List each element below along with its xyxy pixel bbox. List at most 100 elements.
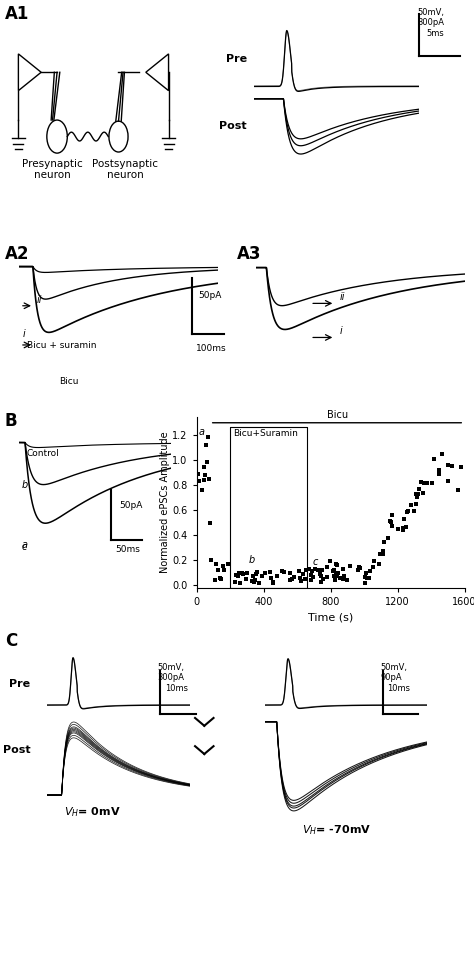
- Point: [207, 515, 214, 531]
- Point: [387, 514, 395, 530]
- Point: [356, 560, 364, 575]
- Point: [269, 574, 277, 590]
- Text: i: i: [23, 329, 26, 339]
- Text: $V_H$= 0mV: $V_H$= 0mV: [64, 806, 121, 819]
- Point: [419, 485, 427, 501]
- Point: [258, 568, 265, 584]
- Point: [388, 518, 396, 534]
- Point: [211, 572, 219, 588]
- Point: [291, 569, 298, 585]
- Point: [235, 568, 242, 584]
- Point: [216, 569, 223, 585]
- Point: [388, 507, 396, 522]
- Point: [400, 512, 408, 527]
- Point: [238, 565, 246, 581]
- Point: [249, 568, 257, 584]
- Point: [278, 564, 286, 579]
- Text: i: i: [339, 326, 342, 336]
- Point: [402, 519, 410, 535]
- Point: [317, 574, 325, 590]
- Point: [239, 566, 247, 582]
- Text: Postsynaptic
neuron: Postsynaptic neuron: [92, 159, 158, 180]
- Point: [236, 565, 243, 581]
- Point: [262, 565, 269, 581]
- Text: ii: ii: [339, 292, 345, 302]
- Text: 100ms: 100ms: [195, 344, 226, 353]
- Point: [438, 447, 446, 463]
- Point: [231, 574, 239, 590]
- Point: [201, 460, 208, 475]
- Point: [308, 563, 316, 578]
- Point: [205, 471, 213, 487]
- Point: [280, 564, 287, 579]
- Text: 90pA: 90pA: [380, 673, 402, 682]
- Point: [309, 569, 317, 585]
- Point: [195, 473, 203, 489]
- Point: [343, 572, 351, 588]
- Point: [386, 514, 394, 529]
- Point: [213, 556, 220, 571]
- Text: c: c: [22, 542, 27, 552]
- Text: Presynaptic
neuron: Presynaptic neuron: [22, 159, 83, 180]
- Point: [387, 514, 395, 530]
- Point: [444, 472, 452, 488]
- Point: [436, 466, 443, 482]
- Point: [252, 566, 260, 582]
- Text: B: B: [5, 412, 18, 429]
- Text: 10ms: 10ms: [387, 684, 410, 693]
- Point: [273, 568, 281, 584]
- Point: [307, 566, 315, 582]
- Text: Pre: Pre: [9, 679, 30, 689]
- Text: A3: A3: [237, 245, 262, 263]
- Text: Pre: Pre: [226, 54, 247, 65]
- Point: [340, 567, 347, 583]
- Point: [362, 575, 369, 591]
- Point: [337, 569, 344, 585]
- Point: [286, 571, 294, 587]
- Point: [204, 429, 212, 445]
- Point: [355, 560, 363, 575]
- Text: 10ms: 10ms: [165, 684, 188, 693]
- Point: [412, 486, 419, 502]
- Point: [268, 570, 275, 586]
- Text: ii: ii: [37, 295, 42, 305]
- Point: [414, 486, 422, 502]
- Text: A1: A1: [5, 5, 29, 23]
- Point: [214, 562, 222, 577]
- Point: [270, 574, 277, 590]
- Point: [379, 543, 386, 559]
- Point: [384, 530, 392, 546]
- Point: [412, 496, 420, 512]
- Point: [316, 566, 324, 582]
- Point: [324, 559, 331, 574]
- Text: 50pA: 50pA: [198, 291, 221, 300]
- Text: 50ms: 50ms: [116, 545, 140, 554]
- Point: [394, 521, 402, 537]
- Point: [317, 568, 325, 584]
- Point: [232, 567, 240, 583]
- Point: [330, 568, 338, 584]
- Point: [326, 553, 334, 568]
- Point: [202, 437, 210, 453]
- Text: Bicu+Suramin: Bicu+Suramin: [233, 429, 298, 438]
- Point: [457, 459, 465, 474]
- Point: [253, 564, 261, 580]
- Point: [255, 575, 263, 591]
- Point: [379, 547, 387, 563]
- Point: [448, 459, 456, 474]
- X-axis label: Time (s): Time (s): [308, 612, 353, 622]
- Point: [428, 475, 436, 491]
- Text: 300pA: 300pA: [417, 18, 444, 26]
- Point: [333, 558, 341, 573]
- Point: [378, 546, 386, 562]
- Point: [219, 559, 226, 574]
- Point: [218, 571, 225, 587]
- Point: [236, 575, 244, 591]
- Point: [420, 475, 428, 491]
- Point: [224, 556, 231, 571]
- Text: Bicu: Bicu: [59, 377, 78, 386]
- Point: [318, 563, 326, 578]
- Point: [365, 570, 373, 586]
- Point: [323, 569, 331, 585]
- Point: [399, 521, 407, 537]
